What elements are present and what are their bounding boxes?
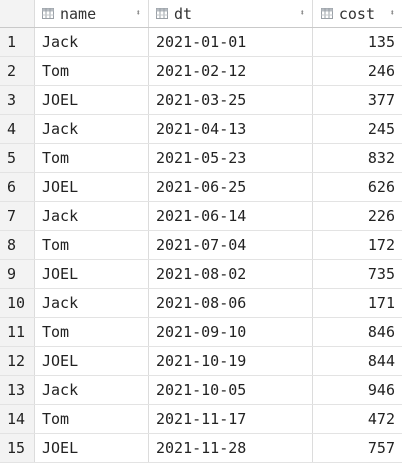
cell-dt[interactable]: 2021-03-25 [148,86,312,114]
column-icon [42,8,54,19]
column-icon [320,8,333,19]
cell-dt[interactable]: 2021-10-19 [148,347,312,375]
cell-dt[interactable]: 2021-06-25 [148,173,312,201]
cell-cost[interactable]: 246 [312,57,402,85]
sort-icon[interactable]: ⬍ [389,8,395,18]
row-index: 2 [0,57,34,85]
cell-cost[interactable]: 172 [312,231,402,259]
table-row[interactable]: 8 Tom 2021-07-04 172 [0,231,402,260]
table-row[interactable]: 3 JOEL 2021-03-25 377 [0,86,402,115]
row-index: 7 [0,202,34,230]
table-row[interactable]: 6 JOEL 2021-06-25 626 [0,173,402,202]
table-row[interactable]: 12 JOEL 2021-10-19 844 [0,347,402,376]
cell-cost[interactable]: 226 [312,202,402,230]
sort-icon[interactable]: ⬍ [135,8,141,18]
column-label-cost: cost [338,4,375,23]
row-index: 8 [0,231,34,259]
cell-name[interactable]: JOEL [34,347,148,375]
grid-body: 1 Jack 2021-01-01 135 2 Tom 2021-02-12 2… [0,28,402,463]
cell-cost[interactable]: 377 [312,86,402,114]
column-header-dt[interactable]: dt ⬍ [148,0,312,27]
table-row[interactable]: 14 Tom 2021-11-17 472 [0,405,402,434]
cell-dt[interactable]: 2021-05-23 [148,144,312,172]
cell-cost[interactable]: 735 [312,260,402,288]
cell-cost[interactable]: 757 [312,434,402,462]
cell-name[interactable]: Jack [34,289,148,317]
column-icon [156,8,168,19]
cell-dt[interactable]: 2021-10-05 [148,376,312,404]
cell-cost[interactable]: 135 [312,28,402,56]
cell-name[interactable]: Tom [34,405,148,433]
cell-name[interactable]: Jack [34,376,148,404]
row-index: 15 [0,434,34,462]
cell-name[interactable]: JOEL [34,173,148,201]
row-index: 11 [0,318,34,346]
row-index: 3 [0,86,34,114]
row-index: 6 [0,173,34,201]
cell-dt[interactable]: 2021-01-01 [148,28,312,56]
cell-name[interactable]: JOEL [34,260,148,288]
cell-dt[interactable]: 2021-08-06 [148,289,312,317]
row-index: 9 [0,260,34,288]
column-header-cost-wrap: cost [320,4,375,23]
cell-name[interactable]: Jack [34,202,148,230]
cell-dt[interactable]: 2021-09-10 [148,318,312,346]
column-label-name: name [60,4,97,23]
cell-cost[interactable]: 846 [312,318,402,346]
cell-cost[interactable]: 832 [312,144,402,172]
table-row[interactable]: 15 JOEL 2021-11-28 757 [0,434,402,463]
cell-dt[interactable]: 2021-11-28 [148,434,312,462]
row-index-header [0,0,34,27]
cell-cost[interactable]: 946 [312,376,402,404]
table-row[interactable]: 5 Tom 2021-05-23 832 [0,144,402,173]
cell-name[interactable]: Jack [34,115,148,143]
cell-cost[interactable]: 171 [312,289,402,317]
row-index: 14 [0,405,34,433]
cell-name[interactable]: Tom [34,57,148,85]
cell-dt[interactable]: 2021-04-13 [148,115,312,143]
row-index: 5 [0,144,34,172]
row-index: 10 [0,289,34,317]
cell-name[interactable]: Jack [34,28,148,56]
cell-name[interactable]: Tom [34,231,148,259]
table-row[interactable]: 13 Jack 2021-10-05 946 [0,376,402,405]
column-header-name[interactable]: name ⬍ [34,0,148,27]
cell-name[interactable]: Tom [34,318,148,346]
cell-cost[interactable]: 844 [312,347,402,375]
cell-cost[interactable]: 245 [312,115,402,143]
cell-name[interactable]: Tom [34,144,148,172]
table-row[interactable]: 9 JOEL 2021-08-02 735 [0,260,402,289]
sort-icon[interactable]: ⬍ [299,8,305,18]
row-index: 12 [0,347,34,375]
cell-cost[interactable]: 472 [312,405,402,433]
row-index: 13 [0,376,34,404]
column-header-cost[interactable]: cost ⬍ [312,0,402,27]
cell-dt[interactable]: 2021-11-17 [148,405,312,433]
table-row[interactable]: 2 Tom 2021-02-12 246 [0,57,402,86]
table-row[interactable]: 7 Jack 2021-06-14 226 [0,202,402,231]
row-index: 1 [0,28,34,56]
cell-dt[interactable]: 2021-06-14 [148,202,312,230]
row-index: 4 [0,115,34,143]
cell-dt[interactable]: 2021-02-12 [148,57,312,85]
cell-name[interactable]: JOEL [34,86,148,114]
column-label-dt: dt [174,4,193,23]
cell-name[interactable]: JOEL [34,434,148,462]
table-row[interactable]: 1 Jack 2021-01-01 135 [0,28,402,57]
table-row[interactable]: 10 Jack 2021-08-06 171 [0,289,402,318]
grid-header: name ⬍ dt ⬍ [0,0,402,28]
table-row[interactable]: 11 Tom 2021-09-10 846 [0,318,402,347]
cell-dt[interactable]: 2021-07-04 [148,231,312,259]
table-row[interactable]: 4 Jack 2021-04-13 245 [0,115,402,144]
cell-cost[interactable]: 626 [312,173,402,201]
cell-dt[interactable]: 2021-08-02 [148,260,312,288]
